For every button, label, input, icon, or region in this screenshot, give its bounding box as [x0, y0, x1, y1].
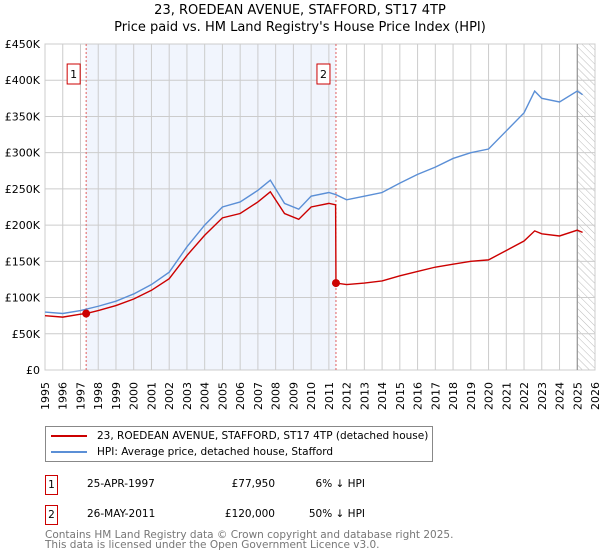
annotation-label: 2 [320, 68, 327, 81]
y-tick-label: £200K [5, 219, 41, 232]
x-tick-label: 2003 [181, 382, 194, 410]
x-tick-label: 2013 [358, 382, 371, 410]
sale-price: £120,000 [224, 508, 275, 520]
x-tick-label: 2021 [500, 382, 513, 410]
legend-label: HPI: Average price, detached house, Staf… [97, 446, 334, 458]
legend-swatch-red [51, 435, 87, 437]
legend-swatch-blue [51, 451, 87, 453]
sale-row: 2 26-MAY-2011 £120,000 50% ↓ HPI [45, 505, 600, 525]
chart-svg: 1995 1996 1997 1998 1999 2000 2001 2002 2003 2004… [5, 38, 600, 410]
x-tick-label: 2008 [270, 382, 283, 410]
annotation-box [66, 63, 81, 85]
x-tick-label: 2015 [394, 382, 407, 410]
shaded-period [86, 44, 336, 370]
footer-line: This data is licensed under the Open Gov… [45, 539, 380, 551]
x-tick-label: 2009 [287, 382, 300, 410]
x-tick-label: 2001 [145, 382, 158, 410]
x-tick-label: 2012 [341, 382, 354, 410]
x-tick-label: 2016 [412, 382, 425, 410]
x-tick-label: 2004 [199, 382, 212, 410]
y-tick-label: £50K [12, 328, 41, 341]
x-tick-label: 2019 [465, 382, 478, 410]
annotation-box [316, 63, 331, 85]
x-tick-label: 2011 [323, 382, 336, 410]
x-tick-label: 2002 [163, 382, 176, 410]
legend-item-hpi: HPI: Average price, detached house, Staf… [51, 445, 333, 459]
footer-line: Contains HM Land Registry data © Crown c… [45, 529, 454, 541]
plot-frame [44, 43, 596, 371]
sale-hpi: 6% ↓ HPI [315, 478, 365, 490]
footer: Contains HM Land Registry data © Crown c… [45, 529, 454, 551]
x-tick-label: 2010 [305, 382, 318, 410]
annotation-label: 1 [70, 68, 77, 81]
sale-date: 26-MAY-2011 [87, 508, 156, 520]
x-tick-label: 2017 [429, 382, 442, 410]
x-tick-label: 1999 [110, 382, 123, 410]
x-tick-label: 2005 [216, 382, 229, 410]
sale-point [331, 279, 340, 288]
y-tick-label: £450K [5, 38, 41, 51]
series-line [44, 89, 583, 315]
x-tick-label: 2023 [536, 382, 549, 410]
x-tick-label: 2022 [518, 382, 531, 410]
x-tick-label: 1995 [39, 382, 52, 410]
x-tick-label: 2024 [554, 382, 567, 410]
x-tick-label: 2014 [376, 382, 389, 410]
legend-item-property: 23, ROEDEAN AVENUE, STAFFORD, ST17 4TP (… [51, 429, 428, 443]
sale-hpi: 50% ↓ HPI [308, 508, 365, 520]
x-tick-label: 2007 [252, 382, 265, 410]
x-tick-label: 1998 [92, 382, 105, 410]
x-tick-label: 2000 [128, 382, 141, 410]
legend: 23, ROEDEAN AVENUE, STAFFORD, ST17 4TP (… [45, 426, 433, 462]
sale-price: £77,950 [231, 478, 275, 490]
y-tick-label: £350K [5, 110, 41, 123]
sale-marker: 2 [45, 505, 58, 525]
chart-title: 23, ROEDEAN AVENUE, STAFFORD, ST17 4TP [154, 3, 446, 18]
legend-label: 23, ROEDEAN AVENUE, STAFFORD, ST17 4TP (… [97, 430, 429, 442]
x-tick-label: 1996 [57, 382, 70, 410]
y-tick-label: £400K [5, 74, 41, 87]
chart-subtitle: Price paid vs. HM Land Registry's House … [114, 20, 486, 35]
y-tick-label: £250K [5, 183, 41, 196]
sale-marker: 1 [45, 475, 58, 495]
x-tick-label: 2026 [589, 382, 600, 410]
x-tick-label: 1997 [74, 382, 87, 410]
x-tick-label: 2006 [234, 382, 247, 410]
sale-date: 25-APR-1997 [87, 478, 155, 490]
series-line [44, 190, 583, 318]
sale-point [82, 309, 91, 318]
x-tick-label: 2025 [571, 382, 584, 410]
y-tick-label: £0 [26, 364, 40, 377]
x-tick-label: 2018 [447, 382, 460, 410]
sale-row: 1 25-APR-1997 £77,950 6% ↓ HPI [45, 475, 600, 495]
forecast-hatch [577, 44, 595, 370]
x-tick-label: 2020 [483, 382, 496, 410]
y-tick-label: £100K [5, 292, 41, 305]
y-tick-label: £300K [5, 147, 41, 160]
y-tick-label: £150K [5, 255, 41, 268]
